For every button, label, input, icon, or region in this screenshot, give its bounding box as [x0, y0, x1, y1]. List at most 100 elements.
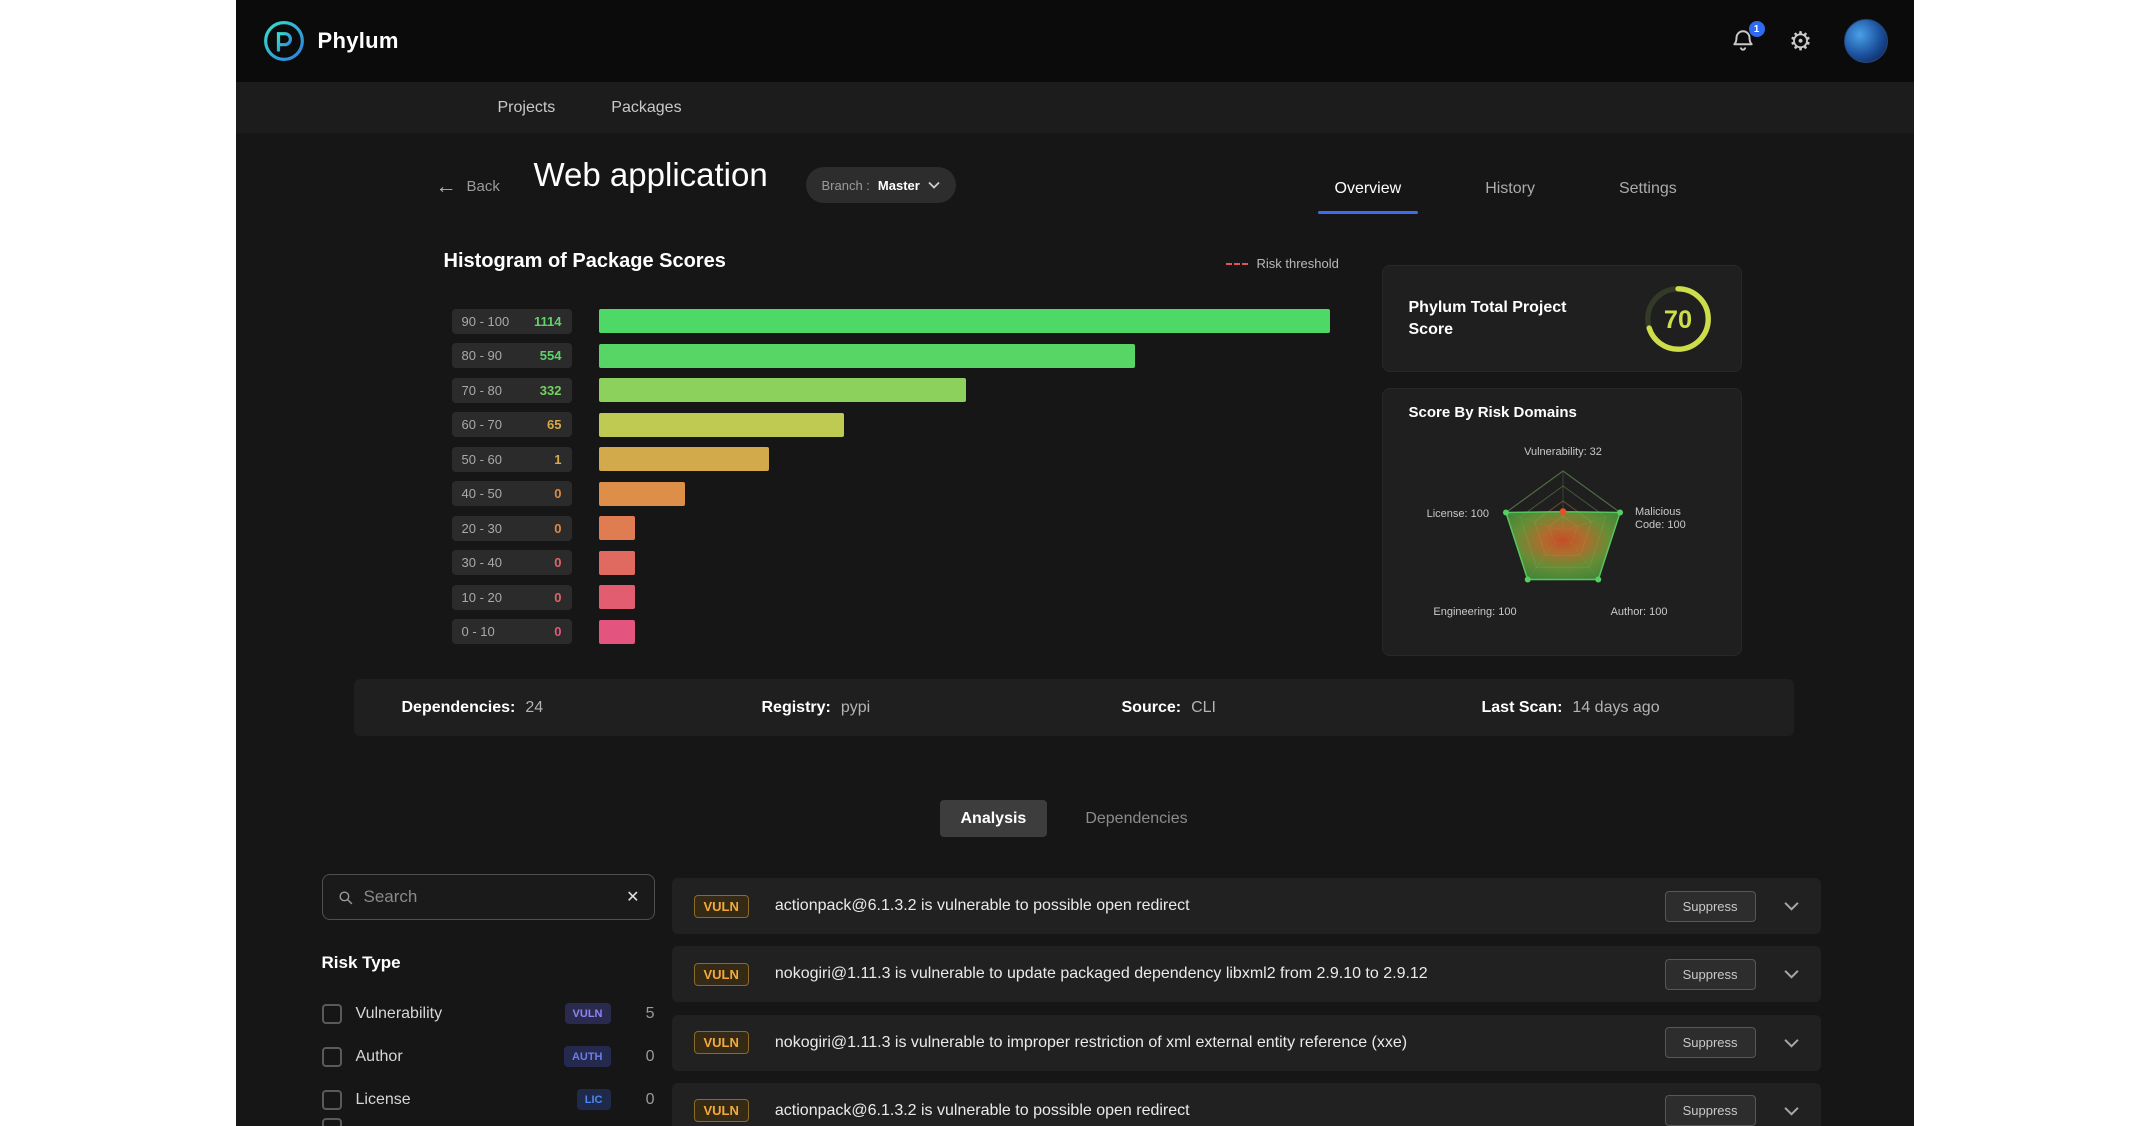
risk-domains-radar-chart: Vulnerability: 32 License: 100 Malicious… — [1426, 446, 1686, 618]
notification-badge: 1 — [1748, 21, 1765, 37]
issue-title: actionpack@6.1.3.2 is vulnerable to poss… — [774, 897, 1190, 914]
expand-chevron-icon[interactable] — [1783, 969, 1799, 979]
nav-projects[interactable]: Projects — [497, 98, 556, 116]
lic-badge: LIC — [576, 1089, 611, 1110]
vuln-type-badge: VULN — [693, 1031, 749, 1055]
meta-registry: Registry: pypi — [761, 698, 871, 716]
vuln-type-badge: VULN — [693, 1099, 749, 1123]
filter-author: Author AUTH 0 — [321, 1035, 655, 1078]
license-checkbox[interactable] — [321, 1089, 342, 1110]
back-arrow-icon: ← — [435, 175, 457, 198]
issue-title: nokogiri@1.11.3 is vulnerable to imprope… — [774, 1033, 1408, 1051]
author-checkbox[interactable] — [321, 1046, 342, 1067]
branch-selector[interactable]: Branch : Master — [805, 167, 956, 203]
risk-type-filters: Vulnerability VULN 5 Author AUTH 0 Licen… — [321, 992, 655, 1121]
tab-settings[interactable]: Settings — [1618, 180, 1677, 197]
histogram-row: 10 - 20 0 — [451, 580, 1582, 615]
histogram-row: 20 - 30 0 — [451, 511, 1582, 546]
histogram-bar — [598, 550, 635, 575]
suppress-button[interactable]: Suppress — [1664, 958, 1756, 990]
expand-chevron-icon[interactable] — [1783, 1038, 1799, 1048]
vuln-type-badge: VULN — [693, 894, 749, 918]
expand-chevron-icon[interactable] — [1783, 1106, 1799, 1116]
total-score-card: Phylum Total Project Score 70 — [1381, 265, 1742, 372]
top-navbar: Phylum 1 ⚙ — [235, 0, 1914, 82]
radar-label-malicious-1: Malicious — [1635, 506, 1681, 518]
search-input[interactable] — [363, 887, 617, 907]
analysis-dependencies-tabs: Analysis Dependencies — [939, 800, 1188, 837]
threshold-dash-icon — [1225, 262, 1248, 265]
license-count: 0 — [645, 1090, 655, 1108]
branch-value: Master — [877, 177, 920, 193]
vulnerability-checkbox[interactable] — [321, 1003, 342, 1024]
page-title: Web application — [533, 156, 768, 193]
phylum-logo[interactable]: Phylum — [262, 19, 399, 63]
gear-icon: ⚙ — [1788, 26, 1813, 56]
meta-last-scan: Last Scan: 14 days ago — [1481, 698, 1660, 716]
issue-title: actionpack@6.1.3.2 is vulnerable to poss… — [774, 1101, 1190, 1119]
issue-row[interactable]: VULN nokogiri@1.11.3 is vulnerable to im… — [671, 1014, 1821, 1071]
vuln-type-badge: VULN — [693, 962, 749, 986]
radar-label-license: License: 100 — [1426, 508, 1488, 520]
back-button[interactable]: ← Back — [436, 176, 500, 197]
histogram-row: 70 - 80 332 — [451, 373, 1582, 408]
histogram-row: 90 - 100 1114 — [451, 304, 1582, 339]
risk-domains-card: Score By Risk Domains — [1381, 388, 1742, 656]
expand-chevron-icon[interactable] — [1783, 901, 1799, 911]
notifications-button[interactable]: 1 — [1728, 21, 1765, 56]
score-gauge-arc — [1644, 285, 1711, 352]
navbar-actions: 1 ⚙ — [1728, 19, 1888, 63]
settings-gear-button[interactable]: ⚙ — [1786, 26, 1816, 56]
filter-license: License LIC 0 — [321, 1078, 655, 1121]
histogram-bar — [598, 343, 1135, 368]
histogram-chart: 90 - 100 1114 80 - 90 554 70 - 80 332 60 - … — [451, 304, 1582, 649]
threshold-label: Risk threshold — [1256, 256, 1339, 271]
histogram-bar — [598, 516, 635, 541]
histogram-row: 40 - 50 0 — [451, 477, 1582, 512]
bell-icon — [1732, 30, 1753, 51]
histogram-bar — [598, 378, 966, 403]
histogram-row: 30 - 40 0 — [451, 546, 1582, 581]
brand-name: Phylum — [317, 28, 399, 53]
chevron-down-icon — [928, 181, 940, 189]
issue-row[interactable]: VULN actionpack@6.1.3.2 is vulnerable to… — [671, 1082, 1821, 1126]
suppress-button[interactable]: Suppress — [1664, 1027, 1756, 1059]
histogram-row: 50 - 60 1 — [451, 442, 1582, 477]
meta-source: Source: CLI — [1121, 698, 1216, 716]
score-gauge: 70 — [1644, 285, 1711, 352]
histogram-bar — [598, 309, 1330, 334]
branch-label: Branch : — [821, 177, 870, 193]
issue-row[interactable]: VULN actionpack@6.1.3.2 is vulnerable to… — [671, 878, 1821, 934]
tab-overview[interactable]: Overview — [1317, 170, 1419, 214]
nav-packages[interactable]: Packages — [611, 98, 682, 116]
histogram-row: 80 - 90 554 — [451, 339, 1582, 374]
histogram-bar — [598, 585, 635, 610]
total-score-title: Phylum Total Project Score — [1408, 298, 1567, 338]
tab-history[interactable]: History — [1485, 180, 1535, 197]
histogram-bar — [598, 412, 844, 437]
search-icon — [338, 890, 352, 904]
issue-row[interactable]: VULN nokogiri@1.11.3 is vulnerable to up… — [671, 946, 1821, 1003]
histogram-title: Histogram of Package Scores — [443, 250, 726, 272]
vulnerability-count: 5 — [645, 1004, 655, 1022]
project-meta-bar: Dependencies: 24 Registry: pypi Source: … — [353, 679, 1794, 736]
vulnerability-point — [1559, 508, 1566, 516]
vuln-badge: VULN — [564, 1003, 611, 1024]
suppress-button[interactable]: Suppress — [1664, 890, 1756, 922]
filter-vulnerability: Vulnerability VULN 5 — [321, 992, 655, 1035]
risk-domains-title: Score By Risk Domains — [1408, 404, 1577, 421]
histogram-row: 60 - 70 65 — [451, 408, 1582, 443]
radar-label-malicious-2: Code: 100 — [1635, 519, 1686, 531]
user-avatar[interactable] — [1843, 19, 1888, 63]
phylum-logo-icon — [263, 21, 304, 61]
back-label: Back — [466, 178, 500, 195]
partial-checkbox[interactable] — [321, 1118, 342, 1126]
histogram-bar — [598, 619, 635, 644]
suppress-button[interactable]: Suppress — [1664, 1095, 1756, 1126]
clear-search-icon[interactable]: ✕ — [626, 889, 640, 906]
radar-label-vulnerability: Vulnerability: 32 — [1524, 446, 1602, 458]
tab-analysis[interactable]: Analysis — [939, 800, 1048, 837]
tab-dependencies[interactable]: Dependencies — [1085, 809, 1188, 827]
issue-title: nokogiri@1.11.3 is vulnerable to update … — [774, 965, 1428, 983]
auth-badge: AUTH — [563, 1046, 611, 1067]
